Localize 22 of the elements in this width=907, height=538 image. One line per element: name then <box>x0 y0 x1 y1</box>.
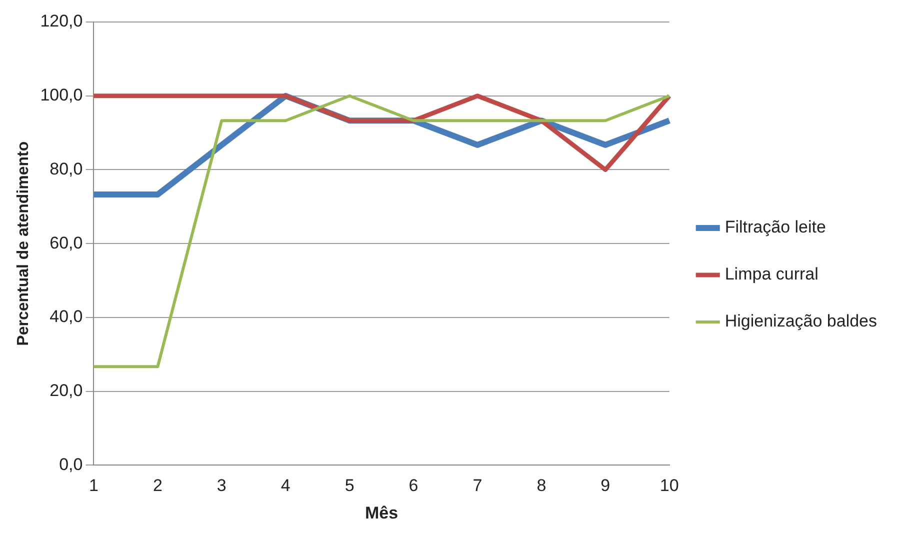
x-tick-label: 1 <box>89 476 98 496</box>
x-tick-label: 3 <box>216 476 226 496</box>
x-tick-label: 7 <box>472 476 482 496</box>
x-tick-label: 4 <box>280 476 290 496</box>
legend-label: Limpa curral <box>724 264 818 284</box>
y-tick-label: 100,0 <box>40 86 83 105</box>
x-tick-label: 2 <box>152 476 162 496</box>
x-tick-label: 5 <box>344 476 354 496</box>
x-tick-label: 10 <box>660 476 679 496</box>
x-tick-label: 9 <box>600 476 610 496</box>
x-tick-label: 6 <box>408 476 418 496</box>
y-tick-label: 60,0 <box>50 233 83 252</box>
x-axis-title: Mês <box>365 503 398 522</box>
y-tick-label: 40,0 <box>50 307 83 326</box>
legend-label: Higienização baldes <box>724 312 878 331</box>
y-tick-label: 120,0 <box>40 12 83 31</box>
y-tick-label: 20,0 <box>50 381 83 400</box>
y-axis-title: Percentual de atendimento <box>15 141 32 346</box>
y-tick-label: 0,0 <box>59 454 83 474</box>
y-tick-label: 80,0 <box>50 159 83 178</box>
legend-label: Filtração leite <box>724 218 826 237</box>
x-tick-label: 8 <box>536 476 546 496</box>
